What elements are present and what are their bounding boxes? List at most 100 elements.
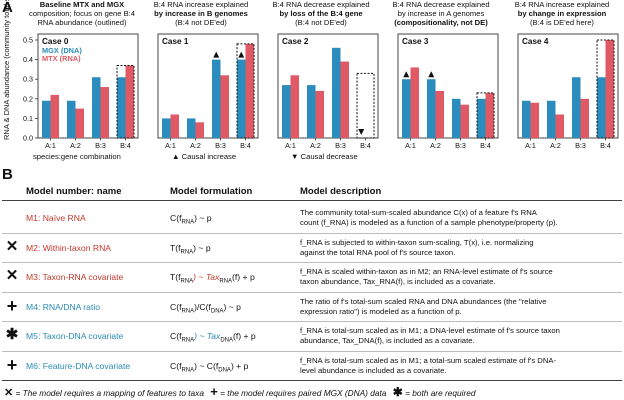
model-name: M3: Taxon-RNA covariate [26,272,124,282]
panel-frame [37,33,139,139]
model-formula: C(fRNA) ~ C(fDNA) + p [170,360,249,374]
model-name: M5: Taxon-DNA covariate [26,331,124,341]
plus-symbol-icon: + [6,295,18,316]
x-tick-label: B:3 [335,141,346,150]
bar-mtx [435,90,444,138]
x-symbol-icon: ✕ [5,237,19,255]
outline-b4 [476,92,495,139]
bar-mtx [580,98,589,138]
caption-case-3: B:4 RNA decrease explained by increase i… [392,0,490,27]
bar-mtx [50,94,59,138]
plus-symbol-icon: + [6,354,18,375]
x-tick-label: A:2 [310,141,321,150]
up-marker-icon [213,51,220,58]
bar-mtx [605,40,614,138]
bar-mtx [410,67,419,138]
header-model-formulation: Model formulation [170,186,253,197]
plus-symbol-icon: + [210,384,218,399]
bar-mgx [452,98,461,138]
model-formula: C(fRNA) ~ p [170,213,212,226]
x-tick-label: A:1 [405,141,416,150]
table-row: ✕ M2: Within-taxon RNA T(fRNA) ~ p f_RNA is… [2,234,622,264]
panel-title: Case 3 [402,37,429,46]
y-tick-label: 0.2 [23,94,33,103]
causal-decrease-label: ▼ Causal decrease [291,152,358,161]
bar-mgx [117,77,126,138]
panel-frame [397,33,499,139]
bar-mgx [522,100,531,138]
bar-mgx [187,118,196,138]
y-tick-label: 0.0 [23,134,33,143]
x-tick-label: A:1 [285,141,296,150]
y-tick-label: 0.4 [23,55,33,64]
caption-case-1: B:4 RNA increase explained by increase i… [153,0,249,27]
asterisk-symbol-icon: ✱ [392,385,403,399]
table-row: + M6: Feature-DNA covariate C(fRNA) ~ C(fD… [2,352,622,382]
panel-title: Case 2 [282,37,309,46]
panel-b-letter: B [2,166,13,183]
bar-mtx [315,90,324,138]
table-row: ✱ M5: Taxon-DNA covariate C(fRNA) ~ TaxDNA… [2,322,622,352]
bar-mgx [547,100,556,138]
x-tick-label: B:4 [480,141,491,150]
bar-mtx [530,102,539,138]
model-description: f_RNA is scaled within-taxon as in M2; a… [300,267,553,286]
bar-mgx [477,98,486,138]
outline-b4 [116,64,135,139]
x-tick-label: B:3 [455,141,466,150]
model-description: f_RNA is total-sum scaled as in M1; a to… [300,355,557,375]
table-row: M1: Naïve RNA C(fRNA) ~ p The community to… [2,204,622,234]
model-description: f_RNA is subjected to within-taxon sum-s… [300,237,534,257]
x-tick-label: A:1 [165,141,176,150]
bar-mgx [67,100,76,138]
y-tick-label: 0.1 [23,114,33,123]
x-tick-label: B:3 [575,141,586,150]
panel-title: Case 0 [42,37,69,46]
model-formula: T(fRNA) ~ p [170,242,211,256]
down-marker-icon [358,129,365,135]
bar-mgx [572,77,581,138]
x-tick-label: B:4 [600,141,611,150]
header-model-name: Model number: name [26,186,122,197]
panel-frame [157,33,259,139]
model-name: M4: RNA/DNA ratio [26,301,101,312]
model-name: M6: Feature-DNA covariate [26,360,131,371]
model-description: The community total-sum-scaled abundance… [300,208,558,227]
outline-b4 [596,39,615,139]
model-description: f_RNA is total-sum scaled as in M1; a DN… [300,326,560,345]
asterisk-symbol-icon: ✱ [5,326,19,343]
model-name: M1: Naïve RNA [26,213,86,223]
caption-case-2: B:4 RNA decrease explained by loss of th… [272,0,370,27]
row-rule [2,291,622,293]
model-formula: C(fRNA)/C(fDNA) ~ p [170,301,241,315]
x-symbol-icon: ✕ [5,267,19,284]
up-marker-icon [238,51,245,58]
bar-mtx [220,75,229,138]
bar-mtx [125,65,134,138]
outline-b4 [236,43,255,139]
bar-mgx [332,47,341,139]
bar-mgx [307,85,316,138]
model-table: Model number: name Model formulation Mod… [2,182,622,400]
bar-mtx [290,75,299,138]
x-tick-label: A:2 [430,141,441,150]
causal-increase-label: ▲ Causal increase [172,152,237,161]
x-tick-label: A:2 [70,141,81,150]
x-tick-label: A:2 [550,141,561,150]
up-marker-icon [403,71,410,78]
bar-mtx [245,43,254,138]
row-rule [2,232,622,234]
x-tick-label: B:4 [120,141,131,150]
bar-mgx [427,79,436,138]
panel-frame [277,33,379,139]
bar-mgx [237,59,246,138]
bar-mtx [555,114,564,138]
bar-mtx [195,122,204,138]
panel-title: Case 4 [522,37,549,46]
bar-mtx [460,104,469,138]
x-tick-label: A:1 [45,141,56,150]
header-model-description: Model description [300,186,382,197]
bar-mtx [100,87,109,138]
header-rule [2,200,622,201]
panel-frame [517,33,619,139]
